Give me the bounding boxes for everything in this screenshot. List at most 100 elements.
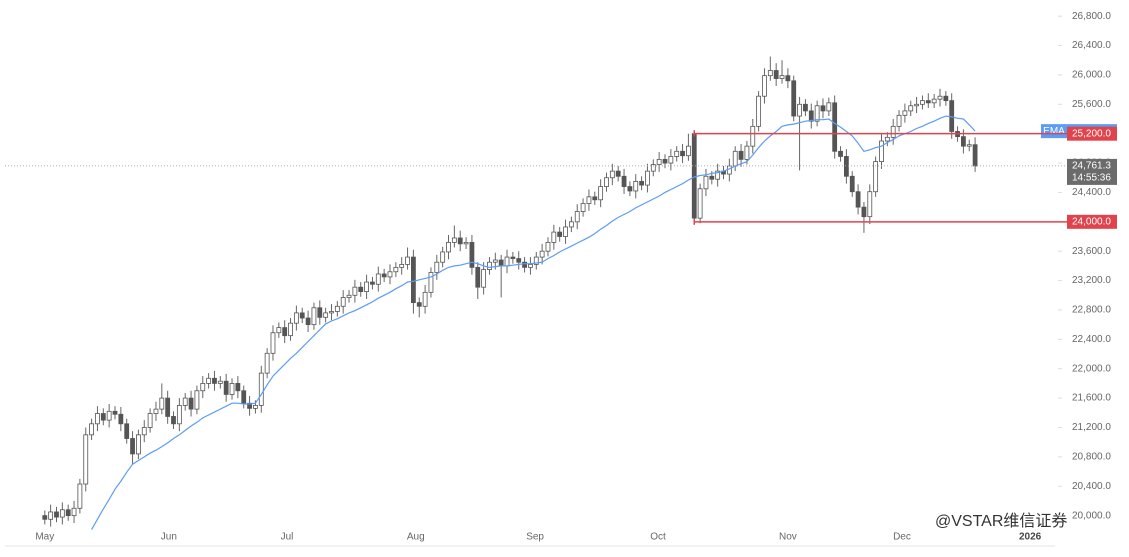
candle-body [147,413,153,428]
candle-body [451,237,457,243]
candle-body [311,307,317,326]
x-tick-label: Nov [779,532,797,543]
candle-body [645,170,650,186]
candle-body [943,95,949,102]
candle-body [814,105,820,122]
candle-body [849,175,855,193]
candle-body [756,95,762,127]
x-tick-label: Sep [526,532,544,543]
candle-body [288,322,293,337]
candle-body [592,196,598,201]
candle-body [738,150,744,160]
candle-body [563,226,568,237]
candle-body [574,211,580,223]
candle-body [293,312,299,324]
candle-body [896,114,902,127]
candle-body [42,515,48,520]
candle-body [697,188,703,219]
candle-body [112,410,118,415]
x-tick-label: Jul [281,532,294,543]
candle-body [686,145,691,157]
candle-body [797,103,802,117]
candle-body [650,164,656,172]
candle-body [557,231,563,237]
candle-body [884,136,890,142]
watermark: @VSTAR维信证券 [935,512,1067,530]
candle-body [481,269,487,288]
candle-body [580,203,586,212]
candle-body [235,383,241,392]
candle-body [615,170,621,177]
candle-body [241,390,247,404]
candle-body [732,150,738,167]
candle-body [153,408,159,414]
candle-body [680,150,685,157]
candle-body [65,509,71,517]
x-tick-label: Oct [650,532,666,543]
candle-body [159,397,165,410]
candle-body [270,332,276,354]
x-tick-label: Jun [161,532,177,543]
candle-body [873,161,879,193]
candle-body [902,110,908,116]
candle-body [492,259,498,263]
candle-body [200,383,206,392]
candle-body [516,258,522,263]
candle-body [668,156,674,164]
candle-body [890,125,896,138]
candle-body [633,181,639,192]
candle-body [867,191,873,218]
candle-body [785,75,791,82]
y-tick-label: 22,800.0 [1072,305,1111,316]
candle-body [95,413,100,425]
y-tick-label: 24,400.0 [1072,187,1111,198]
candle-body [416,302,422,307]
candle-body [282,327,288,337]
candle-body [545,241,551,252]
last-price-label: 24,761.3 [1072,161,1111,172]
candle-body [925,100,931,104]
candle-body [475,266,481,288]
candle-body [937,95,943,100]
candle-body [317,307,323,318]
candle-body [54,511,59,518]
candle-body [130,438,135,455]
candle-body [370,281,375,285]
candle-body [972,144,978,167]
candle-body [931,98,937,104]
candle-body [346,294,352,298]
candle-body [832,102,838,152]
candle-body [334,305,340,312]
level-label: 24,000.0 [1072,216,1111,227]
candle-body [914,103,919,107]
candle-body [59,509,65,518]
x-tick-label: Aug [407,532,425,543]
candle-body [838,150,843,157]
candle-body [340,297,346,307]
y-tick-label: 26,400.0 [1072,40,1111,51]
candle-body [504,256,510,267]
candle-body [656,158,662,165]
y-tick-label: 21,200.0 [1072,422,1111,433]
candle-body [621,175,627,187]
candle-body [609,170,615,179]
candle-body [908,105,914,112]
candle-body [381,273,387,278]
candle-body [586,196,592,204]
y-tick-label: 23,600.0 [1072,246,1111,257]
candle-body [71,507,77,517]
candle-body [434,261,440,273]
candle-body [533,256,539,265]
candle-body [352,286,358,296]
x-tick-label: May [35,532,54,543]
candle-body [182,397,188,406]
candle-body [920,100,925,105]
y-tick-label: 23,200.0 [1072,275,1111,286]
candle-body [375,273,381,285]
candle-body [715,170,721,180]
candle-body [118,413,124,425]
candle-body [229,383,235,395]
candle-body [276,327,282,334]
candle-body [662,158,668,164]
